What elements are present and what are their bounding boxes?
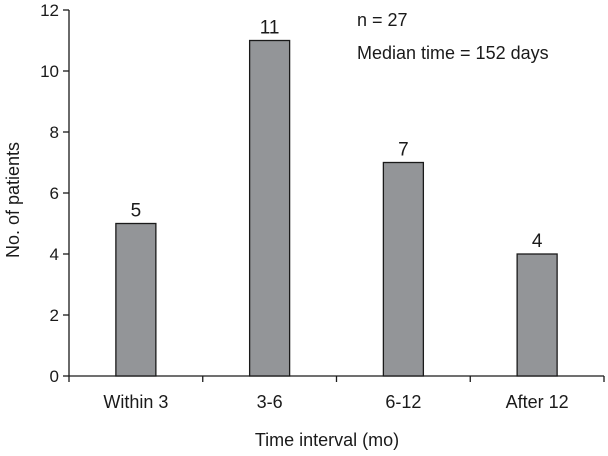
x-tick-label: Within 3: [103, 392, 168, 412]
bar-value-label: 11: [260, 18, 280, 39]
y-axis: 0 2 4 6 8 10 12: [40, 1, 70, 386]
y-tick-label: 0: [50, 367, 59, 386]
x-axis-title: Time interval (mo): [255, 430, 399, 450]
y-tick-label: 10: [40, 62, 59, 81]
bar: [115, 222, 157, 377]
bar-value-label: 5: [131, 201, 142, 222]
median-time-note: Median time = 152 days: [357, 43, 549, 63]
x-tick-label: 3-6: [257, 392, 283, 412]
sample-size-note: n = 27: [357, 10, 408, 30]
y-tick-label: 4: [50, 245, 59, 264]
x-axis: Within 3 3-6 6-12 After 12: [68, 375, 605, 412]
data-labels: 5 11 7 4: [131, 18, 543, 253]
x-tick-label: After 12: [506, 392, 569, 412]
y-tick-label: 6: [50, 184, 59, 203]
y-axis-title: No. of patients: [3, 142, 23, 258]
bar: [248, 39, 291, 377]
y-tick-label: 12: [40, 1, 59, 20]
bar-value-label: 7: [398, 140, 409, 161]
y-tick-label: 2: [50, 306, 59, 325]
bars: [115, 39, 558, 377]
bar: [516, 253, 558, 377]
x-tick-label: 6-12: [385, 392, 421, 412]
bar: [382, 161, 425, 377]
y-tick-label: 8: [50, 123, 59, 142]
bar-value-label: 4: [532, 231, 543, 252]
